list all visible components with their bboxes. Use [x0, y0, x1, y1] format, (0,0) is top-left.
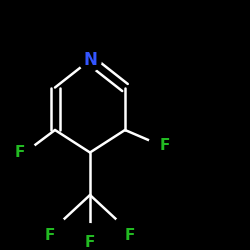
Text: F: F [14, 145, 25, 160]
Text: F: F [125, 228, 136, 242]
Text: N: N [83, 51, 97, 69]
Text: F: F [85, 235, 95, 250]
Circle shape [114, 216, 136, 239]
Circle shape [149, 134, 171, 156]
Circle shape [79, 49, 101, 71]
Text: F: F [44, 228, 55, 242]
Circle shape [44, 216, 66, 239]
Circle shape [14, 141, 36, 164]
Circle shape [79, 224, 101, 246]
Text: F: F [160, 138, 170, 152]
